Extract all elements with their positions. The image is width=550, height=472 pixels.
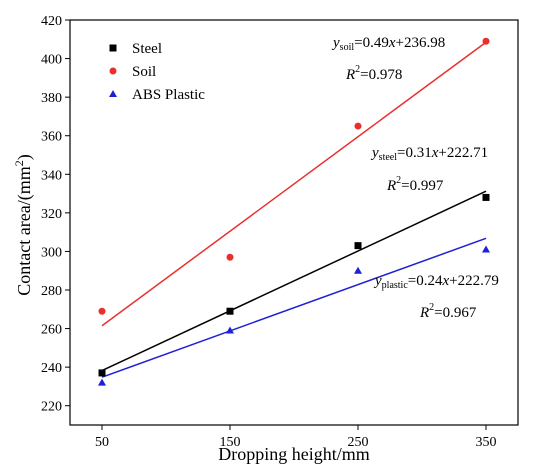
- fit-line-steel: [101, 190, 487, 372]
- y-tick-label-420: 420: [41, 14, 62, 29]
- point-soil-50: [98, 307, 106, 315]
- point-abs-plastic-350: [482, 245, 490, 253]
- y-tick-label-300: 300: [41, 245, 62, 260]
- y-tick-label-280: 280: [41, 284, 62, 299]
- point-soil-250: [354, 122, 362, 130]
- point-steel-350: [482, 193, 490, 201]
- x-tick-label-350: 350: [476, 435, 497, 450]
- legend-marker-soil: [109, 67, 117, 75]
- y-tick-label-260: 260: [41, 323, 62, 338]
- x-axis-title: Dropping height/mm: [218, 444, 370, 464]
- point-soil-150: [226, 253, 234, 261]
- annotation-plastic: yplastic=0.24x+222.79 R2=0.967: [373, 273, 499, 321]
- r-squared-soil: R2=0.978: [345, 64, 402, 83]
- y-tick-label-320: 320: [41, 207, 62, 222]
- y-tick-label-400: 400: [41, 53, 62, 68]
- point-steel-250: [354, 242, 362, 250]
- legend-marker-steel: [109, 44, 117, 52]
- x-tick-label-50: 50: [95, 435, 109, 450]
- point-abs-plastic-250: [354, 266, 362, 274]
- r-squared-plastic: R2=0.967: [419, 302, 477, 321]
- annotation-soil: ysoil=0.49x+236.98 R2=0.978: [331, 35, 445, 83]
- equation-steel: ysteel=0.31x+222.71: [370, 145, 488, 163]
- plot-frame: [69, 19, 519, 426]
- fit-line-abs-plastic: [101, 237, 487, 378]
- y-tick-label-360: 360: [41, 130, 62, 145]
- points-layer: [98, 37, 490, 386]
- y-tick-label-220: 220: [41, 400, 62, 415]
- y-tick-label-380: 380: [41, 91, 62, 106]
- point-abs-plastic-150: [226, 326, 234, 334]
- point-steel-50: [98, 369, 106, 377]
- ticks-layer: 220 240 260 280 300 320 340 360 380 400 420 50 150 25…: [41, 14, 497, 450]
- y-axis-title: Contact area/(mm2): [12, 154, 35, 295]
- x-tick-label-150: 150: [220, 435, 241, 450]
- equation-soil: ysoil=0.49x+236.98: [331, 35, 445, 53]
- annotation-steel: ysteel=0.31x+222.71 R2=0.997: [370, 145, 488, 194]
- equation-plastic: yplastic=0.24x+222.79: [373, 273, 499, 291]
- y-tick-label-240: 240: [41, 361, 62, 376]
- legend-label-soil: Soil: [132, 64, 156, 80]
- point-soil-350: [482, 37, 490, 45]
- legend: Steel Soil ABS Plastic: [109, 41, 205, 103]
- point-abs-plastic-50: [98, 378, 106, 386]
- r-squared-steel: R2=0.997: [386, 175, 444, 194]
- legend-label-abs-plastic: ABS Plastic: [132, 87, 205, 103]
- legend-label-steel: Steel: [132, 41, 162, 57]
- point-steel-150: [226, 307, 234, 315]
- fit-line-soil: [101, 41, 487, 327]
- x-tick-label-250: 250: [348, 435, 369, 450]
- legend-marker-abs-plastic: [109, 90, 117, 97]
- y-tick-label-340: 340: [41, 168, 62, 183]
- fit-lines-layer: [101, 41, 487, 378]
